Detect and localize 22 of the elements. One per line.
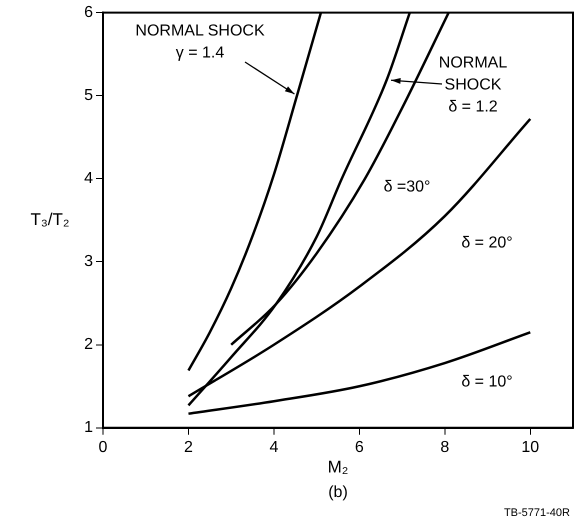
y-tick-label: 4 [84, 170, 94, 188]
y-tick-label: 5 [84, 87, 94, 104]
x-tick-label: 4 [269, 438, 278, 456]
x-tick-label: 8 [440, 438, 450, 456]
x-axis-title: M₂ [328, 457, 348, 476]
y-tick-label: 1 [84, 419, 94, 436]
series-label: δ = 10° [461, 373, 513, 390]
y-tick-label: 2 [84, 336, 94, 354]
annotation: NORMAL SHOCK γ = 1.4 [135, 22, 265, 62]
x-tick-label: 2 [184, 438, 193, 456]
y-axis-title: T₃/T₂ [30, 210, 70, 229]
series-label: δ = 20° [461, 234, 513, 252]
text: (b) [328, 484, 348, 502]
text: TB-5771-40R [504, 506, 570, 519]
y-tick-label: 3 [84, 253, 94, 270]
line-series [187, 331, 532, 415]
x-tick-label: 10 [521, 438, 540, 456]
y-tick-label: 6 [84, 4, 94, 22]
annotation: NORMAL SHOCK δ = 1.2 [438, 54, 508, 116]
x-tick-label: 0 [98, 438, 108, 456]
series-label: δ =30° [384, 178, 430, 196]
x-tick-label: 6 [354, 438, 364, 456]
